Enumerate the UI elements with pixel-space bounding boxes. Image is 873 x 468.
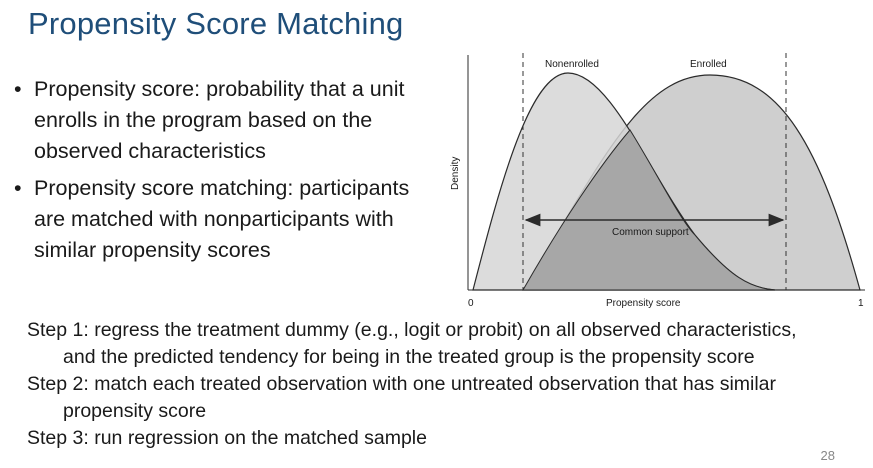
x-axis-min-label: 0 <box>468 298 474 309</box>
steps-list: Step 1: regress the treatment dummy (e.g… <box>27 317 867 452</box>
overlap-region <box>522 129 776 291</box>
bullet-line: enrolls in the program based on the <box>34 108 373 132</box>
step-text: Step 2: match each treated observation w… <box>27 373 777 395</box>
slide-title: Propensity Score Matching <box>28 6 404 41</box>
bullet-line: similar propensity scores <box>34 238 271 262</box>
bullet-list: • Propensity score: probability that a u… <box>14 74 454 272</box>
step-item: Step 3: run regression on the matched sa… <box>27 425 867 452</box>
bullet-line: Propensity score matching: participants <box>34 176 410 200</box>
x-axis-label: Propensity score <box>606 298 681 309</box>
step-item: Step 1: regress the treatment dummy (e.g… <box>27 317 867 371</box>
x-axis-max-label: 1 <box>858 298 864 309</box>
enrolled-label: Enrolled <box>690 59 727 70</box>
common-support-label: Common support <box>612 227 689 238</box>
bullet-dot-icon: • <box>14 176 22 200</box>
step-text: Step 3: run regression on the matched sa… <box>27 427 427 449</box>
step-continuation: and the predicted tendency for being in … <box>63 346 755 368</box>
y-axis-label: Density <box>450 157 461 190</box>
bullet-dot-icon: • <box>14 77 22 101</box>
bullet-line: observed characteristics <box>34 139 266 163</box>
nonenrolled-label: Nonenrolled <box>545 59 599 70</box>
bullet-item: • Propensity score matching: participant… <box>14 173 454 266</box>
bullet-line: Propensity score: probability that a uni… <box>34 77 405 101</box>
propensity-figure: Nonenrolled Enrolled Common support Dens… <box>450 53 865 309</box>
bullet-item: • Propensity score: probability that a u… <box>14 74 454 167</box>
step-continuation: propensity score <box>63 400 207 422</box>
step-text: Step 1: regress the treatment dummy (e.g… <box>27 319 797 341</box>
bullet-line: are matched with nonparticipants with <box>34 207 394 231</box>
page-number: 28 <box>820 448 835 463</box>
step-item: Step 2: match each treated observation w… <box>27 371 867 425</box>
